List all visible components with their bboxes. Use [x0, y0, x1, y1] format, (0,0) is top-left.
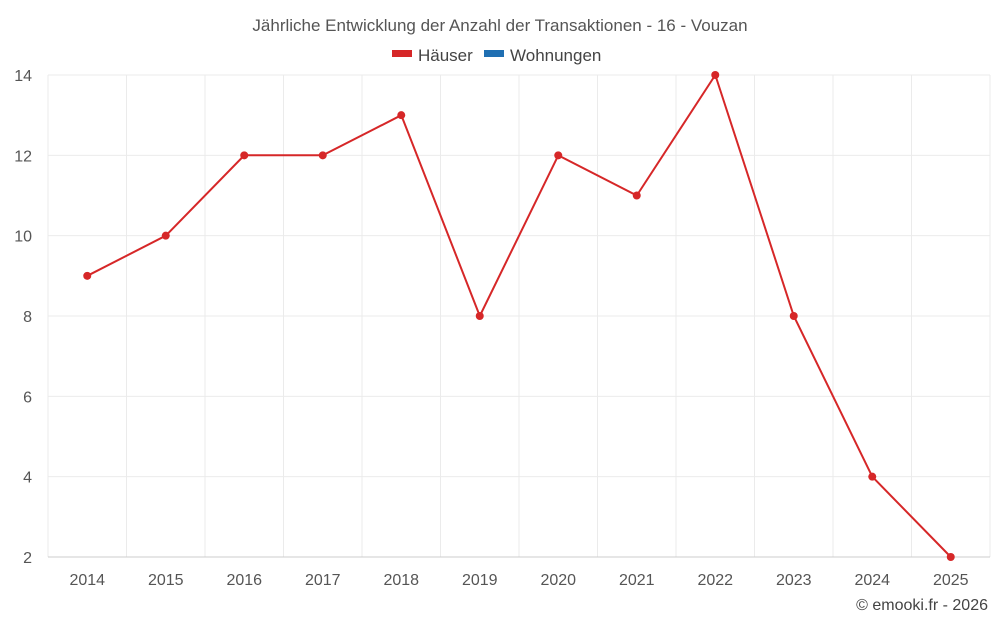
- x-tick-label: 2014: [69, 572, 105, 589]
- x-axis-ticks: 2014 2015 2016 2017 2018 2019 2020 2021 2022 2023…: [69, 572, 968, 589]
- data-point-2018[interactable]: [397, 111, 406, 120]
- x-tick-label: 2021: [619, 572, 655, 589]
- y-tick-label: 12: [14, 148, 32, 165]
- y-tick-label: 8: [23, 309, 32, 326]
- x-tick-label: 2015: [148, 572, 184, 589]
- legend-swatch-wohnungen: [484, 50, 504, 57]
- data-point-2016[interactable]: [240, 151, 249, 160]
- credit-text: © emooki.fr - 2026: [856, 597, 988, 614]
- data-point-2019[interactable]: [475, 312, 484, 320]
- x-tick-label: 2017: [305, 572, 341, 589]
- x-tick-label: 2019: [462, 572, 498, 589]
- data-point-2022[interactable]: [711, 71, 720, 79]
- x-tick-label: 2025: [933, 572, 969, 589]
- x-tick-label: 2018: [383, 572, 419, 589]
- y-axis-ticks: 2 4 6 8 10 12 14: [14, 68, 32, 567]
- y-tick-label: 2: [23, 550, 32, 567]
- x-tick-label: 2024: [854, 572, 890, 589]
- data-point-2021[interactable]: [632, 191, 641, 200]
- y-tick-label: 14: [14, 68, 32, 85]
- series-line-haeuser: [86, 72, 952, 558]
- legend-label-wohnungen: Wohnungen: [510, 46, 601, 65]
- y-tick-label: 4: [23, 470, 32, 487]
- legend: Häuser Wohnungen: [392, 46, 601, 65]
- legend-label-haeuser: Häuser: [418, 46, 473, 65]
- x-tick-label: 2022: [697, 572, 733, 589]
- data-point-2015[interactable]: [161, 231, 170, 240]
- data-point-2020[interactable]: [554, 151, 563, 160]
- x-tick-label: 2016: [226, 572, 262, 589]
- legend-item-wohnungen[interactable]: Wohnungen: [484, 46, 601, 65]
- legend-item-haeuser[interactable]: Häuser: [392, 46, 473, 65]
- data-point-2024[interactable]: [868, 472, 877, 481]
- x-tick-label: 2020: [540, 572, 576, 589]
- y-tick-label: 6: [23, 389, 32, 406]
- chart-title: Jährliche Entwicklung der Anzahl der Tra…: [252, 16, 747, 35]
- data-point-2014[interactable]: [83, 271, 92, 280]
- data-point-2017[interactable]: [318, 151, 327, 160]
- data-point-2023[interactable]: [789, 312, 798, 320]
- data-point-2025[interactable]: [946, 553, 955, 561]
- y-tick-label: 10: [14, 229, 32, 246]
- legend-swatch-haeuser: [392, 50, 412, 57]
- series-points-haeuser: [83, 71, 955, 561]
- x-tick-label: 2023: [776, 572, 812, 589]
